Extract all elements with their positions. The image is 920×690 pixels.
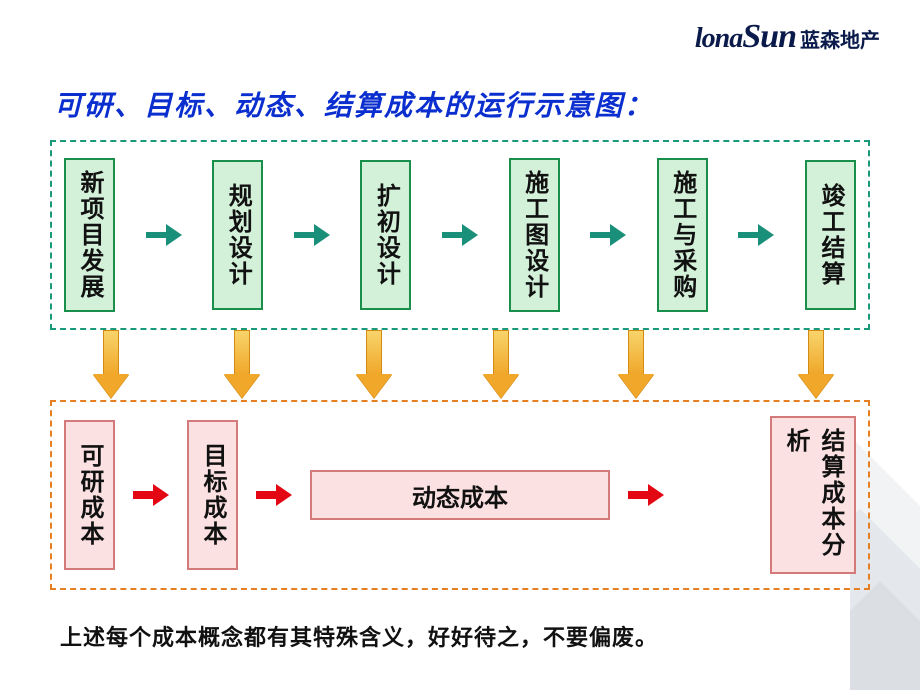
arrow-down-icon	[99, 330, 123, 400]
stage-box: 规划设计	[212, 160, 263, 310]
down-arrow-group	[50, 330, 870, 400]
logo-text-en: lonaSun	[695, 18, 796, 56]
arrow-down-icon	[624, 330, 648, 400]
logo: lonaSun 蓝森地产	[695, 18, 880, 56]
stage-box: 施工与采购	[657, 158, 708, 312]
arrow-down-icon	[489, 330, 513, 400]
arrow-right-icon	[133, 488, 169, 502]
arrow-right-icon	[738, 228, 774, 242]
top-stage-row: 新项目发展 规划设计 扩初设计 施工图设计 施工与采购 竣工结算	[50, 140, 870, 330]
arrow-down-icon	[804, 330, 828, 400]
cost-box: 目标成本	[187, 420, 238, 570]
arrow-right-icon	[628, 488, 664, 502]
stage-box: 竣工结算	[805, 160, 856, 310]
stage-box: 施工图设计	[509, 158, 560, 312]
footer-note: 上述每个成本概念都有其特殊含义，好好待之，不要偏废。	[60, 620, 658, 652]
cost-box-wide: 动态成本	[310, 470, 610, 520]
arrow-down-icon	[362, 330, 386, 400]
page-title: 可研、目标、动态、结算成本的运行示意图：	[54, 84, 654, 124]
arrow-right-icon	[294, 228, 330, 242]
stage-box: 新项目发展	[64, 158, 115, 312]
cost-box: 可研成本	[64, 420, 115, 570]
cost-box: 结算成本分析	[770, 416, 856, 574]
arrow-right-icon	[146, 228, 182, 242]
arrow-right-icon	[442, 228, 478, 242]
bottom-cost-row: 可研成本 目标成本 动态成本 结算成本分析	[50, 400, 870, 590]
logo-text-cn: 蓝森地产	[800, 24, 880, 53]
arrow-right-icon	[590, 228, 626, 242]
stage-box: 扩初设计	[360, 160, 411, 310]
arrow-right-icon	[256, 488, 292, 502]
arrow-down-icon	[230, 330, 254, 400]
